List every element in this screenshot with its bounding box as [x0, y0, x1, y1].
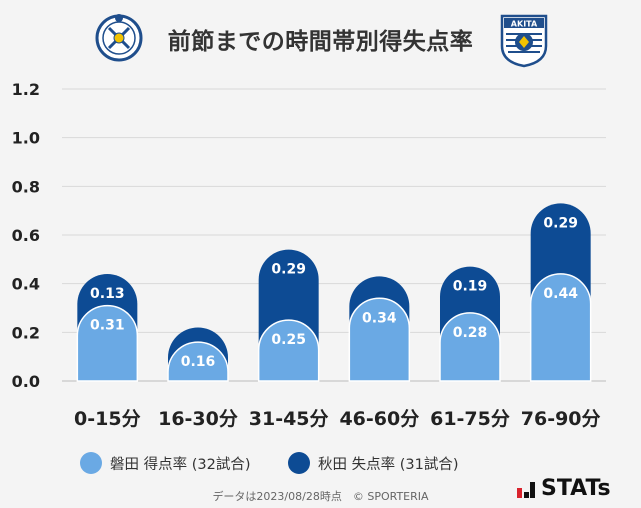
y-tick-label: 0.0 [12, 372, 40, 391]
y-tick-label: 0.6 [12, 226, 40, 245]
jubilo-iwata-crest-icon [95, 14, 143, 62]
data-label-iwata: 0.31 [90, 318, 125, 334]
data-label-iwata: 0.25 [271, 332, 306, 348]
data-labels: 0.31 0.13 0.16 0.25 0.29 0.34 0.28 0.19 0.44 0.29 [90, 215, 578, 370]
y-axis-ticks: 0.0 0.2 0.4 0.6 0.8 1.0 1.2 [12, 80, 40, 391]
stats-brand: STATs [516, 476, 611, 501]
legend-label-iwata: 磐田 得点率 (32試合) [110, 456, 251, 473]
data-label-akita: 0.29 [271, 262, 306, 278]
akita-logo-text: AKITA [511, 20, 538, 29]
footer-note: データは2023/08/28時点 © SPORTERIA [212, 490, 429, 503]
y-tick-label: 0.8 [12, 177, 40, 196]
bar-iwata-5 [529, 273, 592, 382]
data-label-iwata: 0.44 [543, 286, 578, 302]
y-tick-label: 1.2 [12, 80, 40, 99]
bar-iwata-0 [76, 304, 139, 382]
x-tick-label: 46-60分 [339, 408, 419, 430]
bars [76, 203, 592, 382]
bar-iwata-2 [257, 319, 320, 382]
data-label-akita: 0.19 [453, 279, 488, 295]
chart-title: 前節までの時間帯別得失点率 [167, 29, 474, 55]
data-label-iwata: 0.16 [181, 354, 216, 370]
bar-iwata-4 [439, 312, 501, 382]
legend-label-akita: 秋田 失点率 (31試合) [318, 456, 459, 473]
legend-item-iwata: 磐田 得点率 (32試合) [80, 452, 250, 474]
legend-item-akita: 秋田 失点率 (31試合) [288, 452, 458, 474]
x-axis-ticks: 0-15分 16-30分 31-45分 46-60分 61-75分 76-90分 [74, 408, 600, 430]
y-tick-label: 0.4 [12, 275, 40, 294]
y-tick-label: 1.0 [12, 129, 40, 148]
x-tick-label: 16-30分 [158, 408, 238, 430]
data-label-akita: 0.29 [543, 215, 578, 231]
legend-swatch-iwata [80, 452, 102, 474]
data-label-akita: 0.13 [90, 286, 125, 302]
y-tick-label: 0.2 [12, 323, 40, 342]
data-label-iwata: 0.34 [362, 310, 397, 326]
grid-lines [62, 88, 606, 382]
x-tick-label: 0-15分 [74, 408, 141, 430]
legend-swatch-akita [288, 452, 310, 474]
bar-iwata-1 [167, 341, 229, 382]
akita-blaublitz-crest-icon: AKITA [500, 14, 548, 68]
x-tick-label: 31-45分 [249, 408, 329, 430]
bar-iwata-3 [348, 297, 411, 382]
bar-chart: 0.00.20.40.60.81.01.2 0.310.130.160.250.… [12, 80, 606, 430]
stats-logo-icon [517, 481, 535, 498]
stats-brand-text: STATs [541, 476, 611, 501]
x-tick-label: 76-90分 [521, 408, 601, 430]
x-tick-label: 61-75分 [430, 408, 510, 430]
data-label-iwata: 0.28 [453, 325, 488, 341]
